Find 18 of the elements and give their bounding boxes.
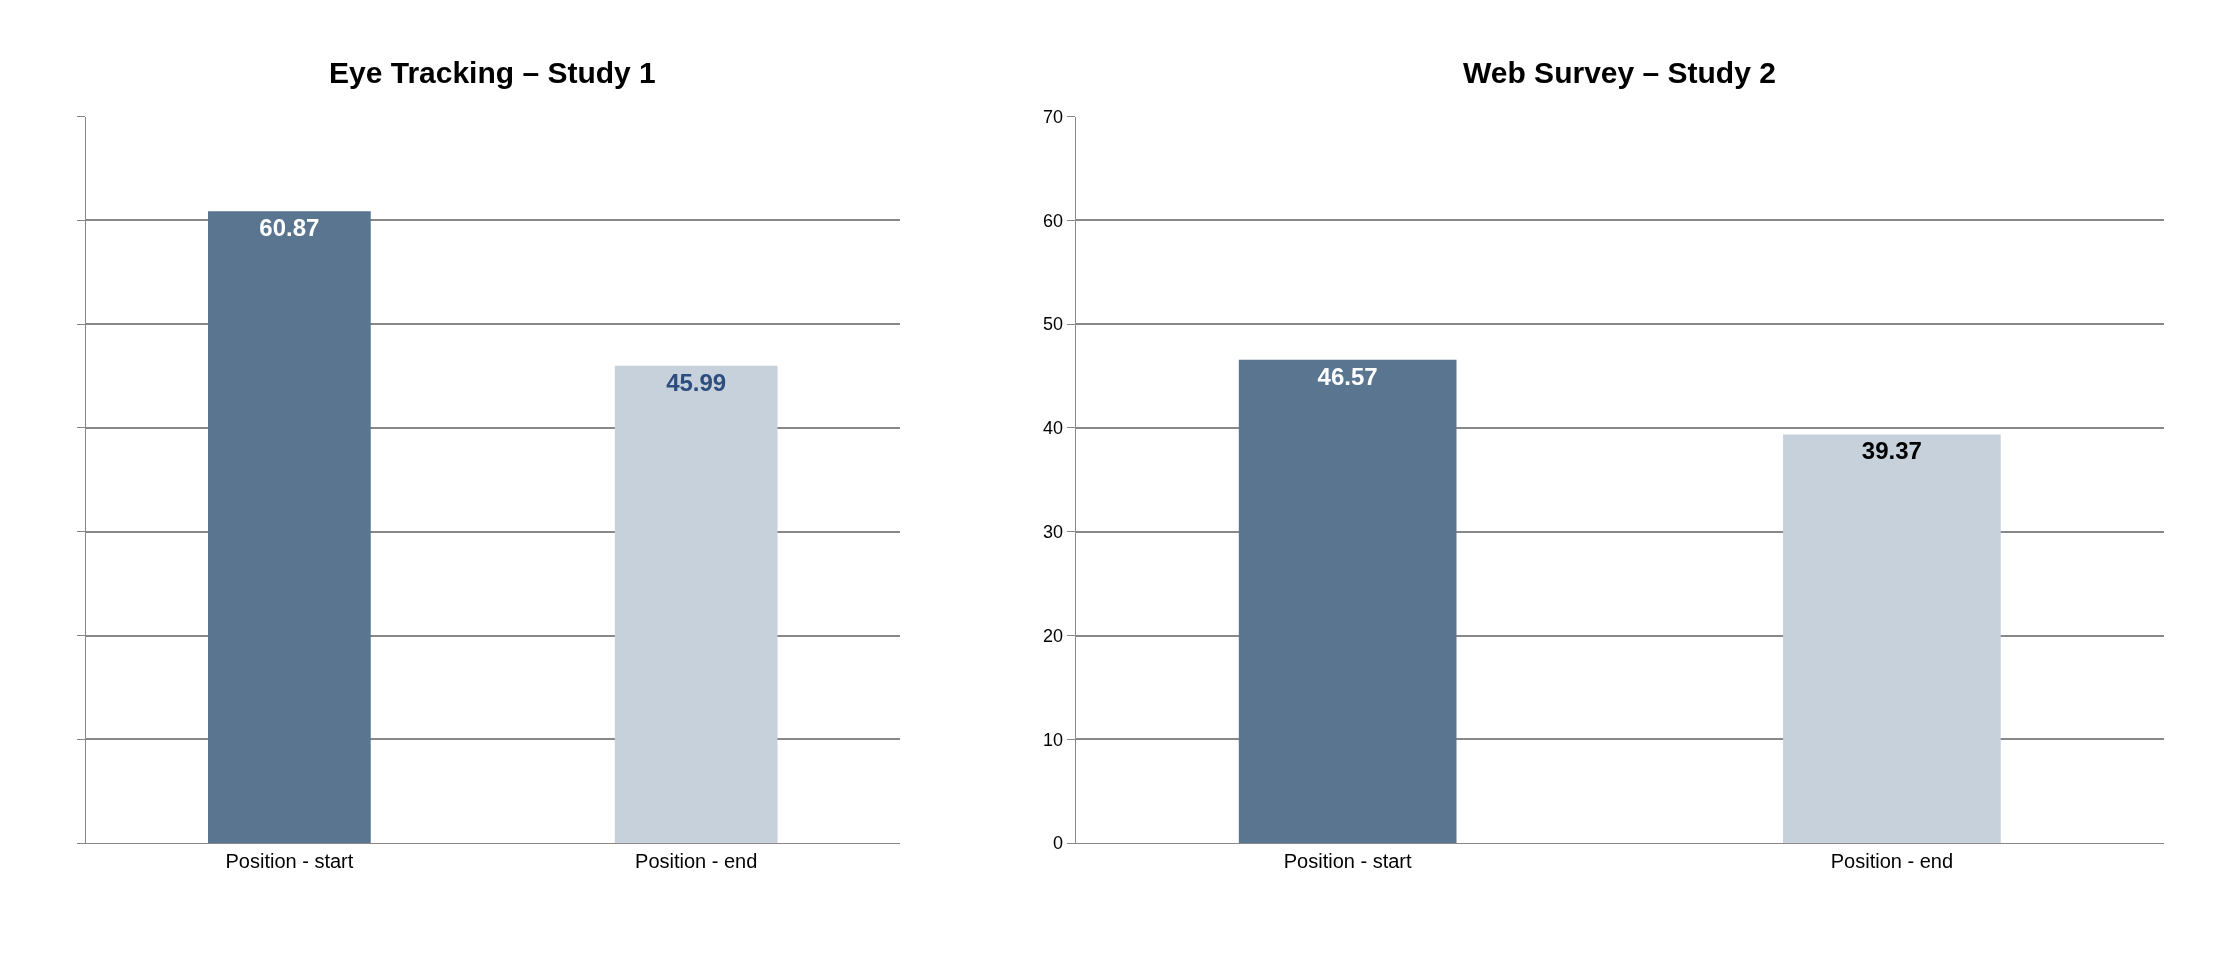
data-label: 39.37 bbox=[1861, 437, 1922, 465]
data-label: 45.99 bbox=[666, 368, 727, 396]
chart-title: Eye Tracking – Study 1 bbox=[329, 56, 656, 89]
y-tick-label: 50 bbox=[1042, 314, 1063, 335]
y-tick-label: 0 bbox=[1052, 833, 1063, 854]
x-tick-label: Position - end bbox=[1830, 850, 1954, 873]
y-tick-label: 60 bbox=[1042, 210, 1063, 231]
y-tick-label: 10 bbox=[1042, 729, 1063, 750]
data-label: 60.87 bbox=[259, 214, 320, 242]
x-tick-label: Position - start bbox=[1283, 850, 1412, 873]
y-tick-label: 40 bbox=[1042, 418, 1063, 439]
y-tick-label: 20 bbox=[1042, 625, 1063, 646]
y-tick-label: 70 bbox=[1042, 106, 1063, 127]
x-tick-label: Position - end bbox=[635, 850, 758, 873]
x-tick-label: Position - start bbox=[225, 850, 354, 873]
chart-title: Web Survey – Study 2 bbox=[1463, 56, 1776, 89]
data-label: 46.57 bbox=[1317, 362, 1378, 390]
y-tick-label: 30 bbox=[1042, 522, 1063, 542]
